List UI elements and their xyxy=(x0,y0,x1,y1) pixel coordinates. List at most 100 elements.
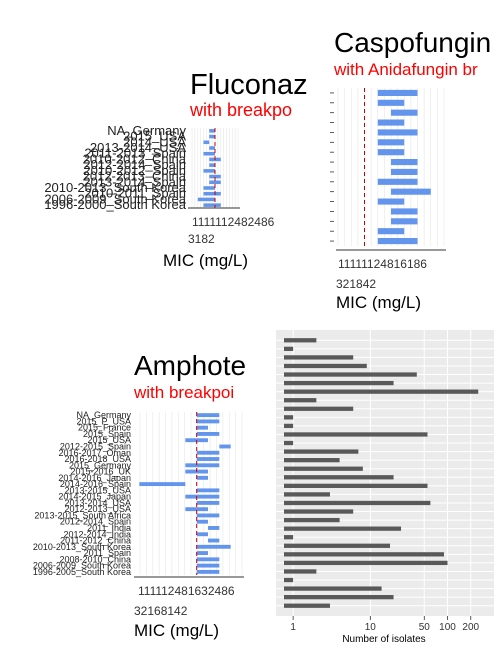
caspofungin-chart: Caspofungin with Anidafungin br 11111124… xyxy=(330,27,491,312)
flu-range-bar xyxy=(203,186,215,190)
cas-range-bar xyxy=(377,99,405,106)
amp-range-bar xyxy=(196,488,220,493)
amphotericin-chart: Amphote with breakpoi NA_Germany2015_P_U… xyxy=(33,350,246,640)
amphotericin-y-label: 2015_Germany xyxy=(69,460,132,470)
amp-range-bar xyxy=(185,494,220,499)
amphotericin-y-label: 2011_Spain xyxy=(84,548,131,558)
flu-range-bar xyxy=(209,163,215,167)
flu-range-bar xyxy=(209,180,221,185)
amphotericin-y-label: 2015_USA xyxy=(87,435,131,445)
amp-range-bar xyxy=(196,457,220,461)
isolates-bar xyxy=(284,552,444,557)
fluconazole-chart: Fluconaz with breakpo NA_Germany2015_USA… xyxy=(44,69,307,270)
cas-range-bar xyxy=(391,109,418,116)
fluconazole-y-label: 2014_USA xyxy=(123,134,186,149)
fluconazole-x-ticks-1: 1111112482486 xyxy=(192,215,275,229)
amphotericin-panel xyxy=(136,410,244,575)
isolates-bar xyxy=(284,432,428,437)
isolates-bar xyxy=(284,458,340,463)
isolates-bar xyxy=(284,355,354,360)
cas-range-bar xyxy=(377,198,405,205)
amp-range-bar xyxy=(196,413,220,418)
amp-range-bar xyxy=(196,563,220,568)
amphotericin-y-label: 2006-2009_South Korea xyxy=(33,561,131,571)
fluconazole-title: Fluconaz xyxy=(190,69,308,101)
fluconazole-y-label: 2011-2013_Spain xyxy=(84,146,186,161)
fluconazole-y-label: 2012-2013_China xyxy=(83,169,187,184)
isolates-bar xyxy=(284,338,317,343)
amphotericin-y-label: 2016-2018_USA xyxy=(64,454,131,464)
isolates-bar xyxy=(284,560,448,566)
amphotericin-y-label: 2014-2016_Japan xyxy=(58,473,131,483)
flu-range-bar xyxy=(203,191,221,196)
caspofungin-title: Caspofungin xyxy=(334,27,491,58)
isolates-panel xyxy=(276,330,494,616)
cas-range-bar xyxy=(377,89,418,96)
amp-range-bar xyxy=(196,450,220,455)
amphotericin-y-label: 2015_P_USA xyxy=(76,416,131,426)
fluconazole-y-label: 2010-2012_China xyxy=(83,151,187,166)
flu-range-bar xyxy=(203,203,221,207)
amphotericin-x-ticks-1: 111112481632486 xyxy=(138,584,235,598)
amp-range-bar xyxy=(196,532,208,537)
amp-range-bar xyxy=(208,538,220,543)
flu-range-bar xyxy=(203,140,210,145)
amphotericin-x-label: MIC (mg/L) xyxy=(134,621,219,640)
isolates-bar xyxy=(284,509,354,514)
isolates-bar xyxy=(284,595,394,600)
amp-range-bar xyxy=(208,526,220,530)
fluconazole-subtitle: with breakpo xyxy=(189,100,292,120)
isolates-bar xyxy=(284,398,317,403)
fluconazole-y-label: 2012-2014_Spain xyxy=(83,157,186,172)
isolates-bar xyxy=(284,543,391,548)
flu-range-bar xyxy=(209,134,215,139)
amphotericin-subtitle: with breakpoi xyxy=(133,383,234,402)
amphotericin-y-label: 2014-2016_Spain xyxy=(60,479,131,489)
isolates-bar xyxy=(284,346,294,351)
caspofungin-x-ticks-1: 11111124816186 xyxy=(338,257,427,271)
isolates-bar xyxy=(284,380,394,386)
cas-range-bar xyxy=(377,149,405,156)
amphotericin-y-label: 2011_India xyxy=(87,523,131,533)
fluconazole-y-label: NA_Germany xyxy=(107,123,186,138)
amphotericin-y-label: 2015-2016_UK xyxy=(70,467,131,477)
isolates-x-tick-label: 10 xyxy=(365,622,377,633)
amphotericin-y-label: 2013-2015_USA xyxy=(64,485,131,495)
fluconazole-y-label: 2015_USA xyxy=(123,129,186,144)
cas-range-bar xyxy=(377,178,418,185)
cas-range-bar xyxy=(377,139,405,146)
isolates-bar xyxy=(284,363,367,369)
flu-range-bar xyxy=(203,169,215,173)
fluconazole-y-label: 2013-2014_Spain xyxy=(83,174,186,189)
fluconazole-y-label: 2006-2009_South Korea xyxy=(44,191,186,206)
isolates-bar xyxy=(284,372,417,377)
amp-range-bar xyxy=(196,551,208,556)
fluconazole-y-label: 2013-2014_USA xyxy=(90,140,186,155)
amp-range-bar xyxy=(196,431,220,436)
amphotericin-y-label: NA_Germany xyxy=(76,410,131,420)
isolates-bar xyxy=(284,586,382,591)
isolates-x-label: Number of isolates xyxy=(342,634,425,645)
isolates-x-tick-label: 100 xyxy=(439,622,456,633)
isolates-x-tick-label: 200 xyxy=(462,622,479,633)
isolates-bar xyxy=(284,415,294,420)
fluconazole-y-label: 2010-2012_Spain xyxy=(83,163,186,178)
isolates-bar xyxy=(284,406,354,411)
caspofungin-subtitle: with Anidafungin br xyxy=(333,60,478,79)
isolates-x-tick-label: 1 xyxy=(290,622,296,633)
amphotericin-y-label: 2012-2015_Spain xyxy=(60,441,131,451)
fluconazole-x-label: MIC (mg/L) xyxy=(163,251,248,270)
amphotericin-y-label: 2012-2014_Spain xyxy=(60,517,131,527)
isolates-bar xyxy=(284,449,359,454)
amp-range-bar xyxy=(185,463,220,468)
flu-range-bar xyxy=(197,197,215,202)
amphotericin-y-label: 2012-2013_USA xyxy=(64,504,131,514)
cas-range-bar xyxy=(391,208,418,215)
fluconazole-y-label: 2010-2013_South Korea xyxy=(44,180,186,195)
isolates-bar xyxy=(284,423,294,429)
cas-range-bar xyxy=(377,228,405,235)
amphotericin-y-label: 2011-2012_China xyxy=(60,536,131,546)
isolates-bar xyxy=(284,569,317,574)
flu-range-bar xyxy=(209,146,215,150)
isolates-bar xyxy=(284,517,340,523)
